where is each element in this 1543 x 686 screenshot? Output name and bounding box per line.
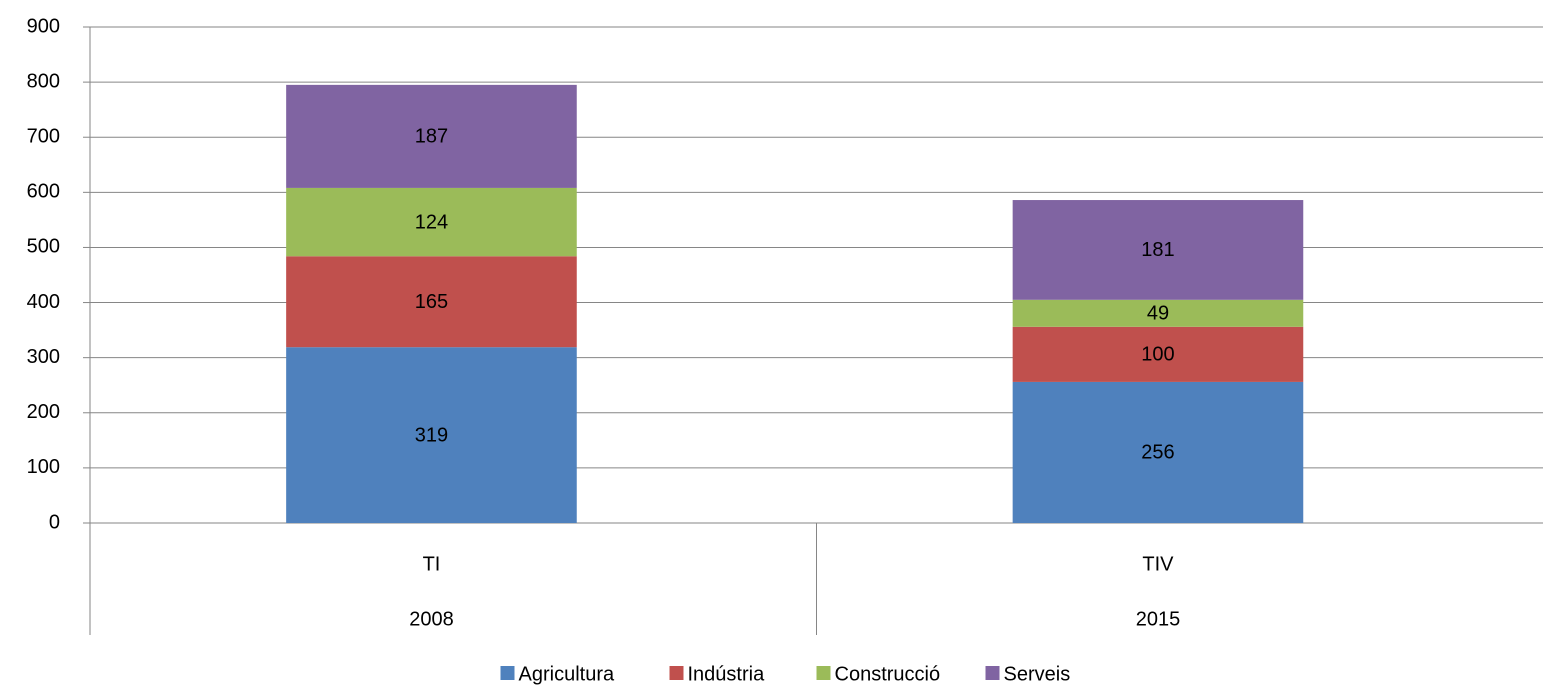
legend-swatch (816, 666, 831, 680)
data-label: 100 (1141, 344, 1174, 366)
bar-segment (1012, 326, 1304, 382)
y-tick-label: 700 (27, 126, 60, 148)
data-label: 165 (415, 291, 448, 313)
bar-segment (286, 84, 577, 188)
data-label: 181 (1141, 239, 1174, 261)
x-group-label: 2015 (1136, 608, 1181, 630)
y-tick-label: 800 (27, 70, 60, 92)
bar-segment (1012, 299, 1304, 327)
bar-segment (1012, 200, 1304, 300)
bar-segment (286, 256, 577, 348)
x-group-label: 2008 (409, 608, 454, 630)
data-label: 256 (1141, 442, 1174, 464)
y-tick-label: 300 (27, 346, 60, 368)
legend-label: Serveis (1004, 663, 1071, 685)
x-tick-label: TI (423, 553, 441, 575)
legend-label: Agricultura (519, 663, 615, 685)
bar-segment (286, 347, 577, 523)
data-label: 187 (415, 126, 448, 148)
y-tick-label: 900 (27, 15, 60, 37)
legend-label: Indústria (688, 663, 766, 685)
data-label: 49 (1147, 303, 1169, 325)
y-tick-label: 100 (27, 456, 60, 478)
legend-swatch (500, 666, 515, 680)
y-tick-label: 500 (27, 236, 60, 258)
y-tick-label: 200 (27, 401, 60, 423)
legend-label: Construcció (835, 663, 941, 685)
y-tick-label: 400 (27, 291, 60, 313)
bar-segment (286, 187, 577, 257)
data-label: 319 (415, 424, 448, 446)
bar-segment (1012, 381, 1304, 523)
y-tick-label: 0 (49, 511, 60, 533)
x-tick-label: TIV (1142, 553, 1174, 575)
legend-swatch (669, 666, 684, 680)
y-tick-label: 600 (27, 181, 60, 203)
legend-swatch (985, 666, 1000, 680)
data-label: 124 (415, 211, 448, 233)
